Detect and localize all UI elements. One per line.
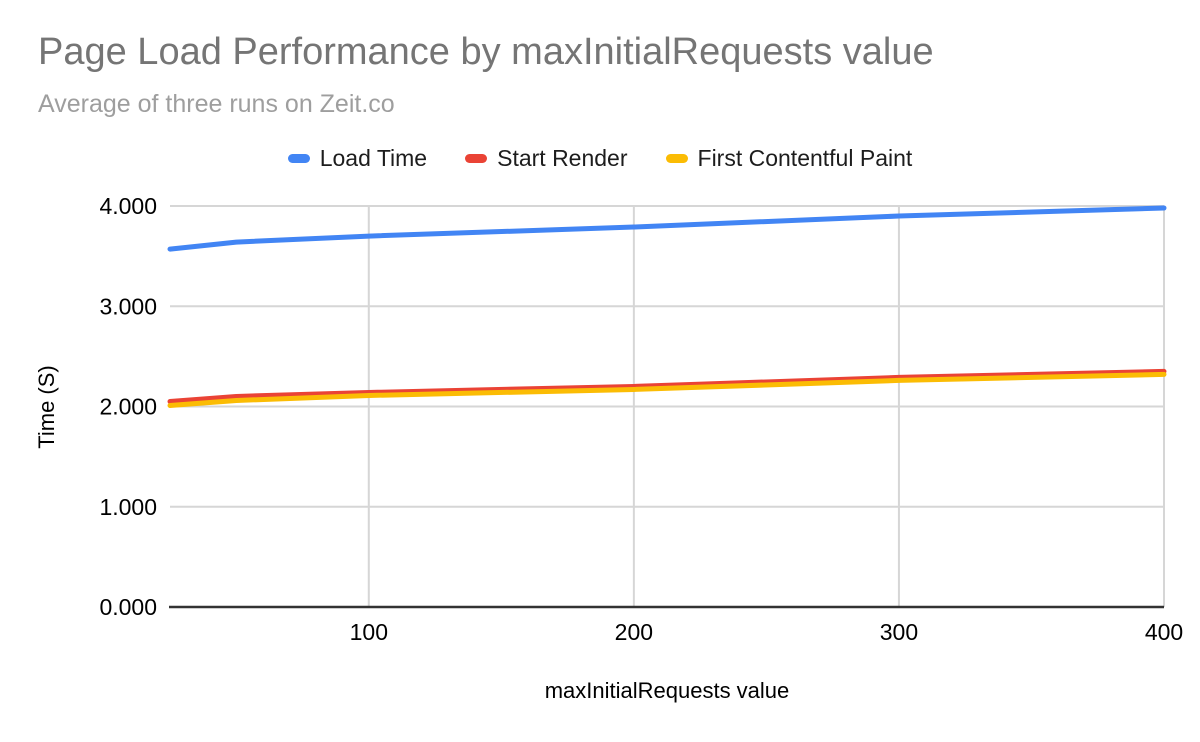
- legend-item-first-contentful-paint: First Contentful Paint: [665, 144, 913, 172]
- legend-label: Start Render: [497, 144, 628, 171]
- x-tick-label: 100: [350, 619, 388, 645]
- series-line-start-render: [167, 368, 1167, 404]
- legend-swatch-start-render: [465, 153, 488, 163]
- y-axis-title: Time (S): [34, 365, 59, 449]
- y-tick-label: 1.000: [99, 494, 157, 520]
- y-tick-label: 2.000: [99, 394, 157, 420]
- chart-title: Page Load Performance by maxInitialReque…: [38, 31, 934, 73]
- x-tick-label: 200: [615, 619, 653, 645]
- x-axis-title: maxInitialRequests value: [544, 678, 790, 703]
- x-tick-label: 400: [1145, 619, 1183, 645]
- x-tick-label: 300: [880, 619, 918, 645]
- legend-item-start-render: Start Render: [465, 144, 628, 172]
- legend: Load Time Start Render First Contentful Pa…: [0, 143, 1200, 173]
- y-tick-label: 3.000: [99, 293, 157, 319]
- legend-label: Load Time: [319, 144, 428, 171]
- legend-swatch-load-time: [287, 153, 310, 163]
- series-line-load-time: [167, 205, 1167, 252]
- chart-subtitle: Average of three runs on Zeit.co: [38, 90, 395, 118]
- y-tick-label: 0.000: [99, 594, 157, 620]
- legend-swatch-first-contentful-paint: [665, 153, 688, 163]
- legend-label: First Contentful Paint: [697, 144, 913, 171]
- legend-item-load-time: Load Time: [287, 144, 428, 172]
- y-tick-label: 4.000: [99, 193, 157, 219]
- series-line-first-contentful-paint: [167, 371, 1167, 408]
